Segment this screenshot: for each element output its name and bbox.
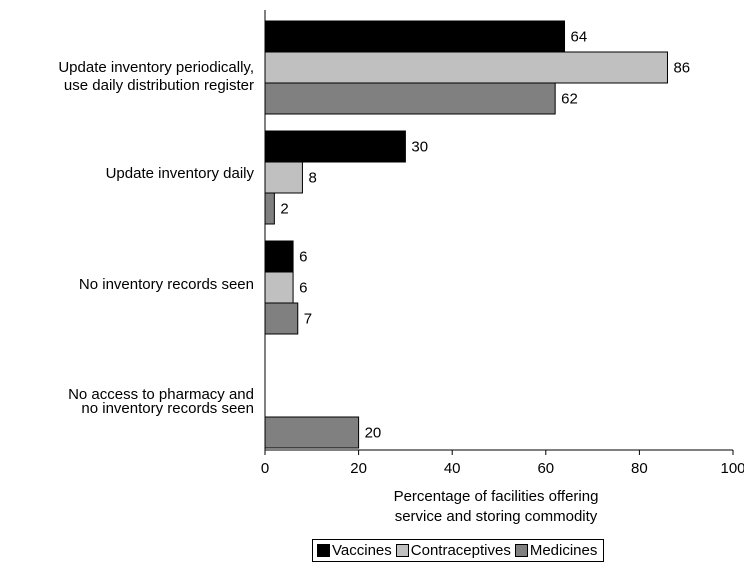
data-label-medicines-1: 2: [280, 201, 288, 218]
x-tick-label-60: 60: [537, 460, 554, 477]
data-label-contraceptives-0: 86: [673, 60, 690, 77]
x-axis-title-line-1: Percentage of facilities offering: [393, 488, 599, 505]
x-tick-label-0: 0: [261, 460, 269, 477]
x-axis-title-line-2: service and storing commodity: [394, 508, 598, 525]
legend: Vaccines Contraceptives Medicines: [312, 539, 605, 562]
bar-contraceptives-1: [264, 161, 303, 194]
category-label-0-line-1: use daily distribution register: [63, 77, 254, 94]
legend-swatch-contraceptives: [395, 544, 409, 557]
legend-item-contraceptives: Contraceptives: [395, 542, 511, 559]
legend-swatch-medicines: [514, 544, 528, 557]
x-tick-label-100: 100: [720, 460, 744, 477]
bar-vaccines-2: [264, 240, 294, 273]
bar-medicines-1: [264, 192, 275, 225]
category-label-3-line-1: no inventory records seen: [81, 400, 254, 417]
category-label-2-line-0: No inventory records seen: [78, 276, 254, 293]
data-label-vaccines-2: 6: [299, 249, 307, 266]
data-label-medicines-0: 62: [561, 91, 578, 108]
legend-label-medicines: Medicines: [529, 542, 598, 559]
data-label-medicines-3: 20: [365, 425, 382, 442]
x-tick-label-80: 80: [631, 460, 648, 477]
data-label-vaccines-1: 30: [411, 139, 428, 156]
data-label-contraceptives-1: 8: [308, 170, 316, 187]
legend-item-medicines: Medicines: [514, 542, 598, 559]
data-label-contraceptives-2: 6: [299, 280, 307, 297]
category-label-1-line-0: Update inventory daily: [105, 165, 254, 182]
legend-item-vaccines: Vaccines: [317, 542, 392, 559]
category-label-3-line-0: No access to pharmacy and: [68, 386, 254, 403]
bar-vaccines-1: [264, 130, 406, 163]
category-label-0-line-0: Update inventory periodically,: [58, 59, 254, 76]
bar-medicines-2: [264, 302, 299, 335]
bar-contraceptives-0: [264, 51, 668, 84]
x-tick-label-20: 20: [350, 460, 367, 477]
bar-contraceptives-2: [264, 271, 294, 304]
legend-label-vaccines: Vaccines: [332, 542, 392, 559]
legend-swatch-vaccines: [317, 544, 330, 557]
legend-label-contraceptives: Contraceptives: [410, 542, 511, 559]
bar-medicines-3: [264, 416, 360, 449]
bar-medicines-0: [264, 82, 556, 115]
data-label-medicines-2: 7: [304, 311, 312, 328]
data-label-vaccines-0: 64: [571, 29, 588, 46]
bar-vaccines-0: [264, 20, 566, 53]
x-tick-label-40: 40: [444, 460, 461, 477]
